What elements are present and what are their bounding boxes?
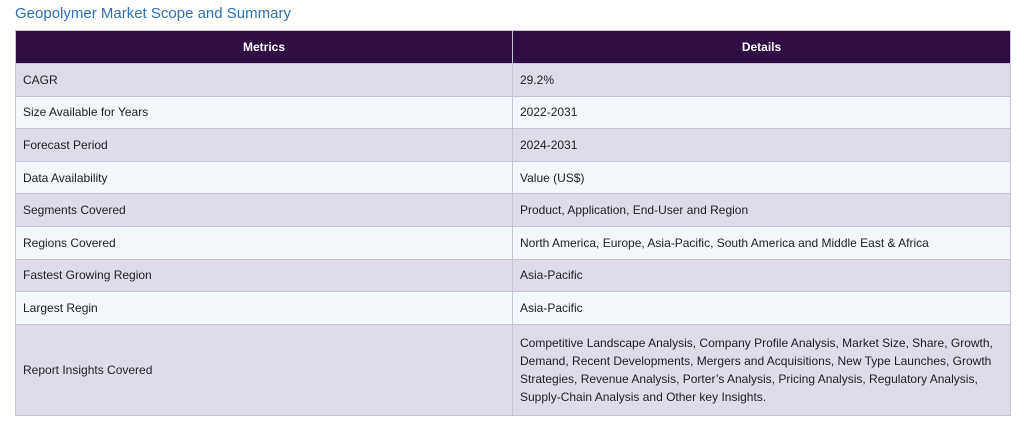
table-row: Report Insights Covered Competitive Land… (15, 323, 1011, 416)
table-row: Segments Covered Product, Application, E… (15, 193, 1011, 227)
metric-cell: Size Available for Years (15, 95, 513, 130)
table-header-row: Metrics Details (15, 30, 1011, 64)
metric-cell: Regions Covered (15, 225, 513, 260)
detail-cell: Asia-Pacific (512, 258, 1011, 293)
detail-cell: 29.2% (512, 63, 1011, 97)
detail-cell: Value (US$) (512, 160, 1011, 195)
page-title: Geopolymer Market Scope and Summary (15, 5, 291, 22)
metric-cell: Report Insights Covered (15, 323, 513, 416)
table-row: Regions Covered North America, Europe, A… (15, 225, 1011, 260)
metric-cell: Segments Covered (15, 193, 513, 227)
table-row: Data Availability Value (US$) (15, 160, 1011, 195)
detail-cell: Product, Application, End-User and Regio… (512, 193, 1011, 227)
metric-cell: Fastest Growing Region (15, 258, 513, 293)
detail-cell: Asia-Pacific (512, 291, 1011, 325)
header-metrics: Metrics (15, 30, 513, 64)
table-row: Largest Regin Asia-Pacific (15, 291, 1011, 325)
detail-cell: 2022-2031 (512, 95, 1011, 130)
header-details: Details (512, 30, 1011, 64)
metric-cell: Forecast Period (15, 128, 513, 162)
table-row: Size Available for Years 2022-2031 (15, 95, 1011, 130)
summary-table: Metrics Details CAGR 29.2% Size Availabl… (15, 30, 1011, 416)
detail-cell: Competitive Landscape Analysis, Company … (512, 323, 1011, 416)
detail-cell: 2024-2031 (512, 128, 1011, 162)
metric-cell: CAGR (15, 63, 513, 97)
metric-cell: Data Availability (15, 160, 513, 195)
table-row: CAGR 29.2% (15, 63, 1011, 97)
detail-cell: North America, Europe, Asia-Pacific, Sou… (512, 225, 1011, 260)
metric-cell: Largest Regin (15, 291, 513, 325)
table-row: Forecast Period 2024-2031 (15, 128, 1011, 162)
table-row: Fastest Growing Region Asia-Pacific (15, 258, 1011, 293)
